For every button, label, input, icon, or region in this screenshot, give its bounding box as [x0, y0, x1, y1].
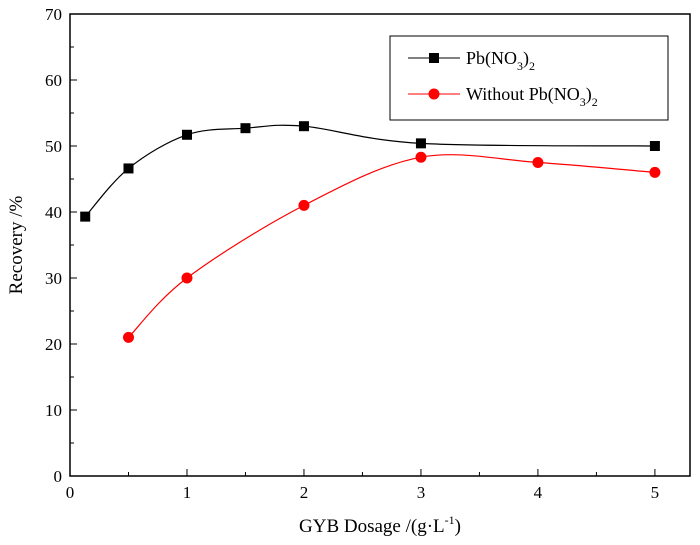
legend-marker-series-2 — [428, 88, 440, 100]
data-point-series-1 — [649, 141, 660, 151]
data-point-series-2 — [415, 151, 427, 163]
x-axis-title: GYB Dosage /(g·L-1) — [299, 513, 461, 537]
legend-label-series-1: Pb(NO3)2 — [466, 48, 535, 73]
y-tick-label: 10 — [45, 401, 62, 420]
legend: Pb(NO3)2 Without Pb(NO3)2 — [389, 35, 669, 121]
series-line-2 — [128, 154, 655, 338]
data-point-series-1 — [298, 121, 309, 132]
y-tick-label: 30 — [45, 269, 62, 288]
legend-box — [389, 35, 669, 121]
data-point-series-2 — [181, 272, 193, 284]
y-tick-label: 40 — [45, 203, 62, 222]
series-line-1 — [84, 124, 655, 218]
x-tick-label: 0 — [66, 483, 75, 502]
x-tick-label: 5 — [651, 483, 660, 502]
x-tick-label: 2 — [300, 483, 309, 502]
data-point-series-2 — [532, 157, 544, 168]
legend-marker-series-1 — [429, 53, 439, 63]
x-tick-label: 3 — [417, 483, 426, 502]
data-point-series-1 — [181, 129, 192, 140]
data-point-series-1 — [240, 123, 251, 134]
series-curves — [84, 124, 655, 338]
data-point-series-2 — [649, 166, 661, 178]
data-point-series-1 — [123, 163, 134, 174]
y-axis-title: Recovery /% — [6, 196, 27, 295]
series-markers — [80, 121, 661, 343]
data-point-series-1 — [80, 211, 91, 222]
data-point-series-2 — [122, 331, 134, 343]
legend-label-series-2: Without Pb(NO3)2 — [466, 84, 598, 109]
y-tick-label: 70 — [45, 5, 62, 24]
x-tick-label: 4 — [534, 483, 543, 502]
data-point-series-2 — [298, 199, 310, 211]
data-point-series-1 — [415, 138, 426, 149]
y-tick-label: 0 — [54, 467, 63, 486]
y-tick-label: 20 — [45, 335, 62, 354]
y-tick-label: 50 — [45, 137, 62, 156]
y-tick-label: 60 — [45, 71, 62, 90]
x-tick-label: 1 — [183, 483, 192, 502]
